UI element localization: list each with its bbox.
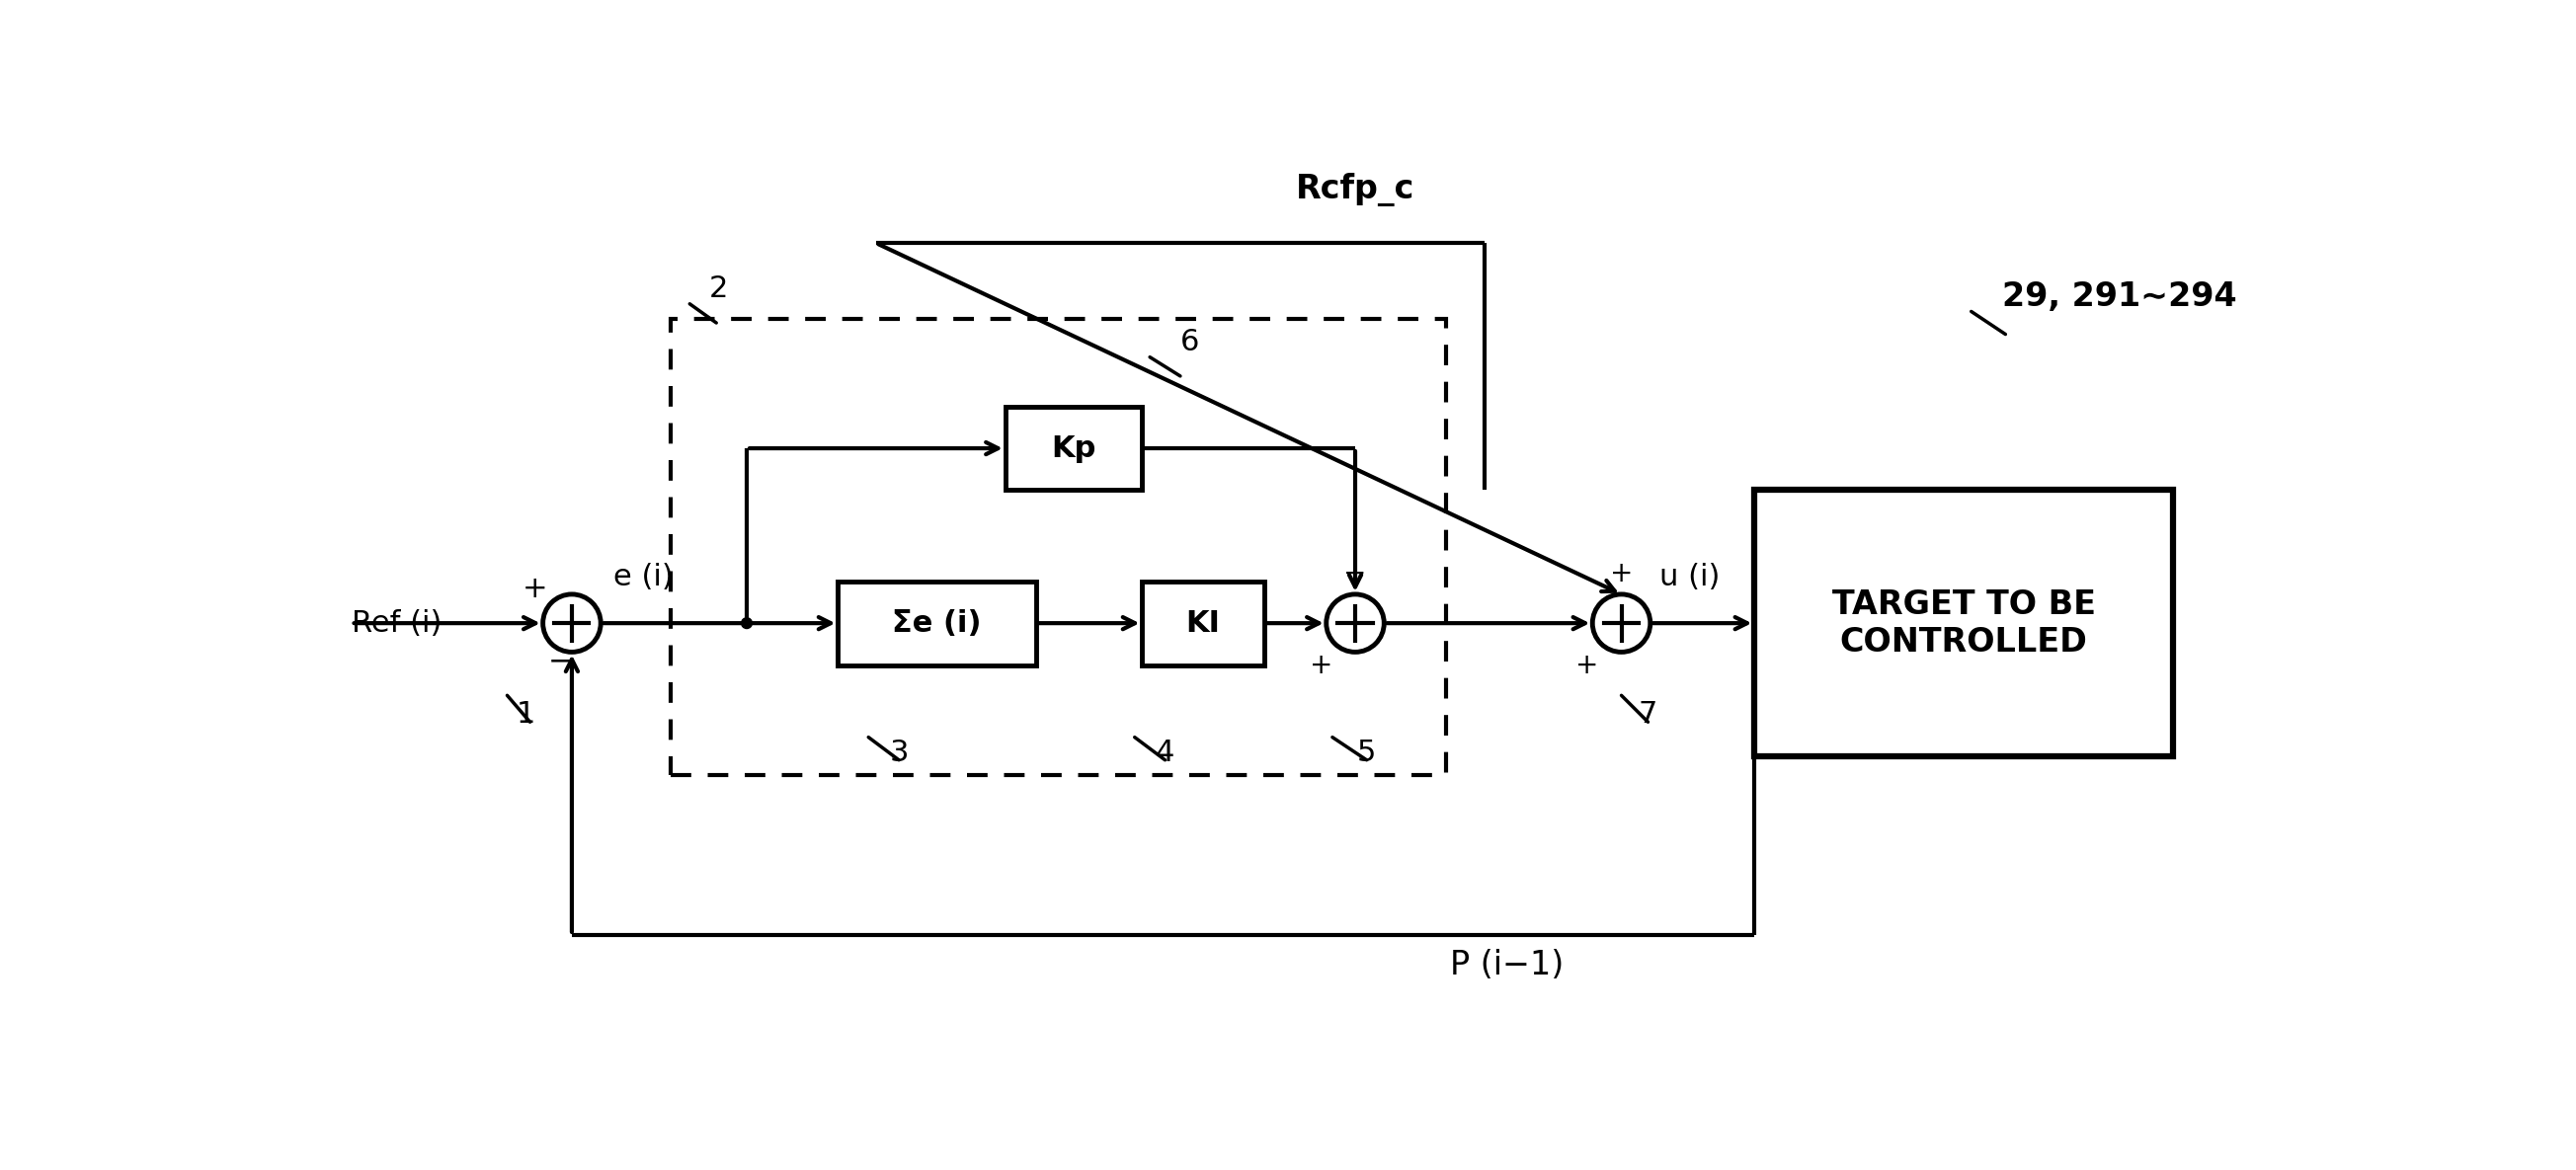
Text: e (i): e (i) (613, 563, 675, 592)
Text: TARGET TO BE
CONTROLLED: TARGET TO BE CONTROLLED (1832, 589, 2094, 659)
Circle shape (1592, 594, 1651, 652)
Text: Kp: Kp (1051, 434, 1097, 462)
Text: 6: 6 (1180, 328, 1200, 356)
Text: +: + (1309, 652, 1332, 679)
Text: +: + (1577, 652, 1600, 679)
Text: +: + (523, 574, 549, 604)
Text: −: − (549, 647, 572, 675)
Bar (1005, 406, 1141, 490)
Bar (670, 319, 1448, 776)
Text: Rcfp_c: Rcfp_c (1296, 173, 1414, 207)
Circle shape (742, 618, 752, 628)
Text: 4: 4 (1157, 738, 1175, 766)
Bar (1141, 581, 1265, 665)
Text: 3: 3 (889, 738, 909, 766)
Circle shape (544, 594, 600, 652)
Text: 2: 2 (708, 274, 729, 303)
Text: Σe (i): Σe (i) (891, 608, 981, 638)
Bar (837, 581, 1036, 665)
Text: u (i): u (i) (1659, 563, 1721, 592)
Text: P (i−1): P (i−1) (1450, 949, 1564, 982)
Text: +: + (1345, 560, 1368, 587)
Text: Ref (i): Ref (i) (350, 608, 440, 638)
Text: +: + (1610, 560, 1633, 587)
Circle shape (1327, 594, 1383, 652)
Text: 5: 5 (1358, 738, 1376, 766)
Bar (1754, 490, 2172, 756)
Text: KI: KI (1185, 608, 1221, 638)
Text: 7: 7 (1638, 700, 1656, 729)
Text: 1: 1 (518, 700, 536, 729)
Text: 29, 291∼294: 29, 291∼294 (2002, 280, 2236, 312)
